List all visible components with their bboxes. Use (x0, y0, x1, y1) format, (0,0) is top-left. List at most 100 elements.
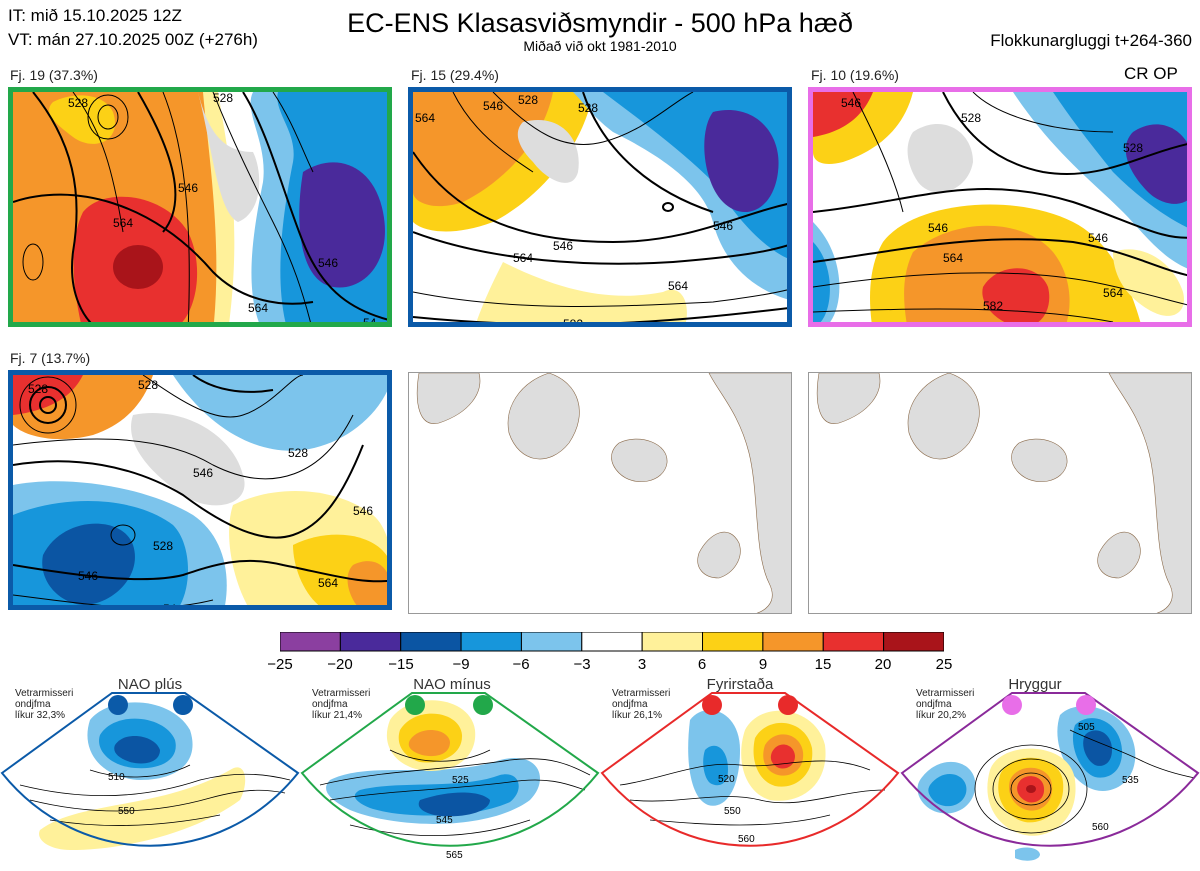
contour-label: 505 (1078, 722, 1095, 733)
contour-label: 528 (1123, 141, 1143, 155)
contour-label: 582 (563, 317, 583, 327)
empty-map-6 (808, 372, 1192, 614)
contour-label: 564 (248, 301, 268, 315)
regime-4-note-2: ondjfma (916, 699, 952, 710)
colorbar-swatch (762, 632, 824, 652)
colorbar-swatch (702, 632, 764, 652)
contour-label: 528 (28, 382, 48, 396)
contour-label: 546 (553, 239, 573, 253)
contour-label: 550 (118, 806, 135, 817)
regime-4-note-1: Vetrarmisseri (916, 688, 975, 699)
regime-1-dot (108, 695, 128, 715)
colorbar-swatch (400, 632, 462, 652)
contour-label: 546 (193, 466, 213, 480)
panel-1-label: Fj. 19 (37.3%) (10, 67, 98, 83)
contour-label: 528 (213, 92, 233, 105)
empty-map-5 (408, 372, 792, 614)
contour-label: 564 (513, 251, 533, 265)
contour-label: 528 (961, 111, 981, 125)
panel-4-label: Fj. 7 (13.7%) (10, 350, 91, 366)
contour-label: 525 (452, 775, 469, 786)
contour-label: 564 (318, 576, 338, 590)
regime-3-dot (702, 695, 722, 715)
colorbar-tick: −25 (267, 656, 293, 673)
colorbar-swatch (520, 632, 583, 652)
cr-op-label: CR OP (1124, 64, 1178, 83)
colorbar-tick: 3 (637, 656, 647, 673)
regime-4-note-3: líkur 20,2% (916, 710, 967, 721)
contour-label: 510 (108, 772, 125, 783)
contour-label: 528 (153, 539, 173, 553)
page-subtitle: Miðað við okt 1981-2010 (523, 38, 677, 54)
regime-2-name: NAO mínus (413, 676, 491, 693)
valid-time: VT: mán 27.10.2025 00Z (+276h) (8, 30, 258, 49)
contour-label: 564 (943, 251, 963, 265)
regime-2-note-2: ondjfma (312, 699, 348, 710)
contour-label: 546 (78, 569, 98, 583)
regime-2-note-3: líkur 21,4% (312, 710, 363, 721)
regime-3-note-2: ondjfma (612, 699, 648, 710)
regime-1-note-3: líkur 32,3% (15, 710, 66, 721)
colorbar-swatch (822, 632, 885, 652)
contour-label: 54 (363, 316, 377, 327)
regime-4-map: 505 535 560 (900, 692, 1200, 861)
contour-label: 546 (353, 504, 373, 518)
regime-4-dot (1002, 695, 1022, 715)
regime-3-note-1: Vetrarmisseri (612, 688, 671, 699)
regime-1-name: NAO plús (117, 676, 183, 693)
regime-4-dot (1076, 695, 1096, 715)
contour-label: 546 (928, 221, 948, 235)
contour-label: 528 (288, 446, 308, 460)
contour-label: 546 (1088, 231, 1108, 245)
contour-label: 528 (68, 96, 88, 110)
cluster-map-4: 528 528 528 546 546 528 546 564 54 (8, 370, 392, 610)
colorbar-tick: 15 (814, 656, 832, 673)
contour-label: 564 (668, 279, 688, 293)
classification-window: Flokkunargluggi t+264-360 (990, 31, 1192, 50)
colorbar-tick: −3 (573, 656, 591, 673)
regime-2-map: 525 545 565 (300, 692, 600, 861)
colorbar (280, 632, 944, 652)
contour-label: 545 (436, 815, 453, 826)
regime-3-dot (778, 695, 798, 715)
contour-label: 546 (318, 256, 338, 270)
colorbar-swatch (460, 632, 522, 652)
contour-label: 528 (518, 93, 538, 107)
colorbar-tick: −20 (327, 656, 353, 673)
colorbar-tick: −15 (388, 656, 414, 673)
contour-label: 564 (415, 111, 435, 125)
regime-1-map: 510 550 (0, 692, 300, 850)
regime-3-map: 520 550 560 (600, 692, 900, 847)
initial-time: IT: mið 15.10.2025 12Z (8, 6, 182, 25)
panel-3-label: Fj. 10 (19.6%) (811, 67, 899, 83)
contour-label: 565 (446, 850, 463, 861)
colorbar-swatch (339, 632, 402, 652)
contour-label: 520 (718, 774, 735, 785)
contour-label: 550 (724, 806, 741, 817)
contour-label: 560 (738, 834, 755, 845)
colorbar-tick: 25 (935, 656, 953, 673)
contour-label: 560 (1092, 822, 1109, 833)
colorbar-swatch (883, 632, 944, 652)
contour-label: 535 (1122, 775, 1139, 786)
colorbar-swatch (581, 632, 643, 652)
colorbar-tick: 9 (758, 656, 768, 673)
regime-3-note-3: líkur 26,1% (612, 710, 663, 721)
contour-label: 564 (1103, 286, 1123, 300)
contour-label: 546 (483, 99, 503, 113)
contour-label: 546 (841, 96, 861, 110)
contour-label: 564 (113, 216, 133, 230)
contour-label: 528 (578, 101, 598, 115)
contour-label: 546 (178, 181, 198, 195)
cluster-map-2: 564 546 528 528 546 546 564 564 582 (408, 87, 792, 327)
regime-4-name: Hryggur (1008, 676, 1062, 693)
regime-3-name: Fyrirstaða (706, 676, 774, 693)
regime-1-note-2: ondjfma (15, 699, 51, 710)
contour-label: 528 (138, 378, 158, 392)
colorbar-tick: 20 (874, 656, 892, 673)
colorbar-tick: −6 (512, 656, 530, 673)
colorbar-swatch (280, 632, 341, 652)
colorbar-tick: 6 (697, 656, 707, 673)
colorbar-swatch (641, 632, 704, 652)
regime-2-dot (473, 695, 493, 715)
